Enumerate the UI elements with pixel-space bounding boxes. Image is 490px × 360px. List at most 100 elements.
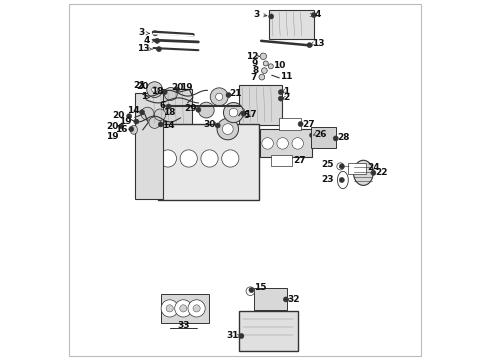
- Circle shape: [226, 93, 231, 98]
- Text: 8: 8: [252, 66, 258, 75]
- Circle shape: [262, 68, 267, 73]
- FancyArrowPatch shape: [150, 117, 155, 122]
- Text: 20: 20: [112, 111, 124, 120]
- Text: 16: 16: [115, 125, 127, 134]
- Text: 10: 10: [273, 61, 286, 70]
- Text: 27: 27: [294, 156, 306, 165]
- Circle shape: [162, 90, 167, 95]
- Text: 1: 1: [283, 86, 289, 95]
- Circle shape: [149, 117, 160, 129]
- FancyBboxPatch shape: [239, 311, 298, 351]
- Circle shape: [269, 14, 274, 19]
- FancyBboxPatch shape: [161, 294, 210, 323]
- Text: 5: 5: [243, 111, 249, 120]
- Text: 3: 3: [254, 10, 260, 19]
- Circle shape: [241, 111, 246, 116]
- Circle shape: [283, 297, 289, 302]
- FancyBboxPatch shape: [271, 155, 293, 166]
- FancyBboxPatch shape: [311, 127, 336, 148]
- Ellipse shape: [130, 125, 137, 134]
- Text: 24: 24: [367, 163, 380, 172]
- Text: 32: 32: [287, 295, 300, 304]
- FancyBboxPatch shape: [279, 118, 300, 130]
- FancyBboxPatch shape: [254, 288, 287, 310]
- Text: 20: 20: [106, 122, 119, 131]
- Circle shape: [161, 300, 178, 317]
- Circle shape: [278, 96, 283, 101]
- Circle shape: [371, 170, 376, 175]
- Text: 27: 27: [302, 120, 315, 129]
- Circle shape: [269, 64, 273, 69]
- Circle shape: [180, 150, 197, 167]
- Circle shape: [221, 150, 239, 167]
- Circle shape: [238, 108, 245, 114]
- Text: 6: 6: [159, 101, 166, 110]
- Circle shape: [333, 136, 338, 141]
- Circle shape: [339, 164, 344, 169]
- Circle shape: [263, 61, 269, 66]
- Circle shape: [307, 42, 312, 48]
- Circle shape: [310, 133, 315, 138]
- Text: 19: 19: [120, 117, 132, 126]
- Text: 18: 18: [151, 86, 163, 95]
- Text: 13: 13: [138, 44, 150, 53]
- Circle shape: [311, 13, 317, 18]
- Circle shape: [193, 305, 200, 312]
- Circle shape: [141, 107, 154, 120]
- Ellipse shape: [353, 160, 373, 185]
- Text: 28: 28: [337, 133, 350, 142]
- Circle shape: [217, 118, 239, 140]
- Circle shape: [180, 305, 187, 312]
- Circle shape: [148, 84, 153, 89]
- Text: 18: 18: [163, 108, 176, 117]
- FancyBboxPatch shape: [239, 85, 282, 125]
- Circle shape: [166, 104, 171, 109]
- Circle shape: [196, 107, 201, 112]
- Text: 13: 13: [313, 39, 325, 48]
- Circle shape: [134, 119, 139, 124]
- Circle shape: [129, 127, 134, 132]
- Circle shape: [278, 90, 283, 95]
- Text: 14: 14: [127, 106, 140, 115]
- Circle shape: [140, 110, 145, 115]
- Text: 12: 12: [246, 52, 258, 61]
- Text: 15: 15: [254, 283, 267, 292]
- Circle shape: [174, 87, 179, 92]
- Circle shape: [239, 333, 244, 338]
- Circle shape: [159, 150, 176, 167]
- Text: 25: 25: [321, 161, 334, 170]
- Text: 19: 19: [180, 83, 193, 92]
- Circle shape: [152, 87, 157, 93]
- Text: 14: 14: [162, 121, 174, 130]
- Text: 4: 4: [315, 10, 321, 19]
- Circle shape: [126, 114, 132, 119]
- Circle shape: [229, 108, 238, 117]
- Circle shape: [249, 288, 254, 293]
- Circle shape: [339, 177, 344, 183]
- Circle shape: [223, 103, 244, 123]
- Circle shape: [153, 31, 158, 36]
- Circle shape: [298, 122, 303, 127]
- Text: 7: 7: [250, 73, 257, 82]
- Text: 22: 22: [375, 168, 387, 177]
- Circle shape: [292, 138, 303, 149]
- Circle shape: [175, 300, 192, 317]
- Circle shape: [215, 123, 221, 128]
- Circle shape: [119, 124, 124, 129]
- Circle shape: [147, 82, 163, 98]
- FancyBboxPatch shape: [135, 93, 163, 199]
- Text: 20: 20: [137, 82, 149, 91]
- Circle shape: [166, 305, 173, 312]
- Circle shape: [277, 138, 289, 149]
- FancyBboxPatch shape: [269, 10, 314, 39]
- Circle shape: [262, 138, 273, 149]
- Text: 21: 21: [133, 81, 146, 90]
- Circle shape: [198, 102, 214, 118]
- Text: 29: 29: [184, 104, 197, 113]
- Text: 21: 21: [229, 89, 242, 98]
- Text: 2: 2: [283, 93, 290, 102]
- Text: 23: 23: [321, 175, 334, 184]
- FancyBboxPatch shape: [260, 130, 313, 157]
- Circle shape: [164, 87, 177, 100]
- Circle shape: [158, 122, 163, 127]
